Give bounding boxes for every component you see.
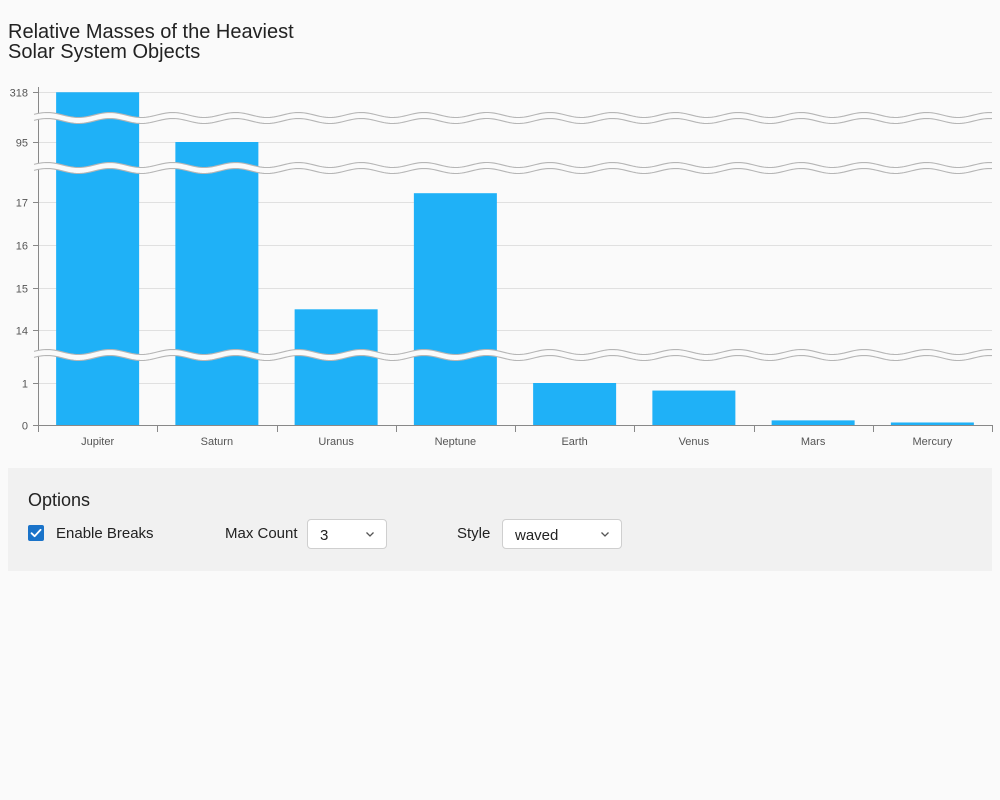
- chart-title-line-2: Solar System Objects: [8, 41, 201, 63]
- max-count-select[interactable]: 3: [307, 519, 387, 549]
- axis-break-gap: [34, 112, 992, 124]
- axis-break-line: [33, 111, 993, 119]
- y-tick-label: 1: [22, 379, 28, 391]
- x-tick-label: Neptune: [435, 436, 477, 448]
- bar-jupiter[interactable]: [56, 92, 140, 425]
- y-tick-label: 14: [16, 326, 28, 338]
- x-tick-label: Venus: [679, 436, 710, 448]
- y-tick-label: 0: [22, 421, 28, 433]
- y-tick-label: 95: [16, 138, 28, 150]
- chart-title: Relative Masses of the Heaviest Solar Sy…: [8, 22, 294, 62]
- x-tick-label: Mars: [801, 436, 826, 448]
- style-label: Style: [457, 525, 491, 542]
- chevron-down-icon: [601, 532, 609, 537]
- axis-break-line: [33, 161, 993, 169]
- chevron-down-icon: [366, 532, 374, 537]
- checkmark-icon: [30, 528, 42, 538]
- enable-breaks-checkbox[interactable]: [28, 525, 44, 541]
- x-tick-label: Jupiter: [81, 436, 114, 448]
- bar-chart: 0 1 14 15 16 17 95 318 Jupiter Saturn Uranus Neptun…: [10, 87, 993, 448]
- x-tick-label: Saturn: [201, 436, 233, 448]
- y-tick-label: 16: [16, 241, 28, 253]
- y-tick-label: 318: [10, 88, 28, 100]
- axis-break-gap: [34, 162, 992, 174]
- bar-mercury[interactable]: [890, 422, 974, 425]
- options-title: Options: [28, 490, 91, 510]
- bar-mars[interactable]: [771, 420, 855, 425]
- bar-uranus[interactable]: [294, 309, 378, 425]
- bar-venus[interactable]: [652, 390, 736, 425]
- max-count-value: 3: [320, 527, 329, 544]
- x-tick-label: Earth: [561, 436, 587, 448]
- max-count-label: Max Count: [225, 525, 298, 542]
- axis-break-line: [33, 117, 993, 125]
- axis-break-line: [33, 167, 993, 175]
- options-panel: Options Enable Breaks Max Count 3 Style …: [8, 468, 992, 571]
- axis-break-line: [33, 354, 993, 362]
- axis-break-line: [33, 348, 993, 356]
- style-value: waved: [515, 527, 559, 544]
- chart-title-line-1: Relative Masses of the Heaviest: [8, 21, 294, 43]
- bar-neptune[interactable]: [413, 193, 497, 425]
- axis-break-gap: [34, 349, 992, 361]
- bar-earth[interactable]: [533, 383, 617, 425]
- y-tick-label: 17: [16, 198, 28, 210]
- bar-saturn[interactable]: [175, 142, 259, 425]
- y-tick-label: 15: [16, 284, 28, 296]
- x-tick-label: Uranus: [318, 436, 354, 448]
- enable-breaks-label[interactable]: Enable Breaks: [56, 525, 154, 542]
- x-tick-label: Mercury: [913, 436, 953, 448]
- style-select[interactable]: waved: [502, 519, 622, 549]
